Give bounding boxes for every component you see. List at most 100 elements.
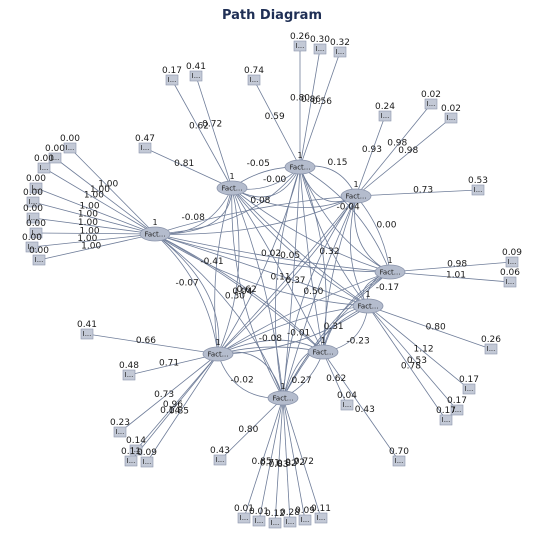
loading-value-i3: 1.00 [84, 191, 104, 201]
loading-edge-i15 [300, 49, 320, 167]
indicator-label-i17: I... [381, 112, 390, 120]
indicator-variance-i1: 0.00 [60, 134, 80, 144]
indicator-variance-i4: 0.00 [26, 174, 46, 184]
indicator-variance-i34: 0.11 [121, 447, 141, 457]
indicator-variance-i27: 0.04 [337, 391, 357, 401]
covariance-edge-f1-f2 [155, 188, 232, 234]
path-coefficient-5: 0.02 [261, 249, 281, 259]
structural-path-23 [283, 196, 356, 398]
indicator-variance-i10: 0.47 [135, 134, 155, 144]
indicator-variance-i6: 0.00 [23, 204, 43, 214]
loading-value-i24: 1.12 [414, 345, 434, 355]
path-coefficient-6: -0.07 [175, 278, 198, 288]
path-coefficient-19: 0.11 [271, 272, 291, 282]
loading-value-i10: 0.81 [174, 159, 194, 169]
loading-edge-i11 [172, 80, 232, 188]
factor-variance-f4: 1 [353, 180, 358, 189]
indicator-label-i34: I... [127, 457, 136, 465]
indicator-label-i13: I... [250, 76, 259, 84]
loading-value-i29: 0.66 [136, 336, 156, 346]
path-coefficient-11: -0.02 [230, 375, 253, 385]
factor-variance-f2: 1 [229, 172, 234, 181]
path-coefficient-3: -0.08 [182, 213, 206, 223]
indicator-variance-i22: 0.06 [500, 268, 520, 278]
indicator-label-i1: I... [66, 144, 75, 152]
loading-value-i31: 0.73 [154, 390, 174, 400]
path-coefficient-10: -0.23 [346, 336, 369, 346]
indicator-variance-i13: 0.74 [244, 66, 264, 76]
indicator-variance-i30: 0.48 [119, 361, 139, 371]
indicator-label-i30: I... [125, 371, 134, 379]
path-coefficient-22: -0.04 [336, 203, 360, 213]
indicator-variance-i24: 0.17 [459, 375, 479, 385]
loading-value-i23: 0.80 [426, 323, 446, 333]
path-coefficient-17: 0.31 [324, 322, 344, 332]
indicator-variance-i28: 0.70 [389, 447, 409, 457]
indicator-label-i10: I... [141, 144, 150, 152]
loading-value-i34: 0.14 [160, 406, 180, 416]
indicator-variance-i20: 0.53 [468, 176, 488, 186]
covariance-edge-f4-f9 [283, 196, 356, 398]
indicator-label-i23: I... [487, 345, 496, 353]
indicator-label-i3: I... [40, 164, 49, 172]
loading-value-i26: 0.78 [401, 362, 421, 372]
indicator-variance-i32: 0.14 [126, 436, 146, 446]
indicator-variance-i2: 0.00 [45, 144, 65, 154]
factor-variance-f1: 1 [152, 218, 157, 227]
indicator-variance-i12: 0.41 [186, 62, 206, 72]
indicator-label-i36: I... [240, 514, 249, 522]
path-coefficient-13: -0.41 [200, 257, 223, 267]
indicator-variance-i9: 0.00 [29, 246, 49, 256]
factor-label-f6: Fact... [358, 303, 379, 311]
indicator-variance-i18: 0.02 [421, 90, 441, 100]
loading-value-i9: 1.00 [81, 241, 101, 251]
loading-value-i22: 1.01 [446, 271, 466, 281]
indicator-variance-i26: 0.17 [436, 406, 456, 416]
loading-value-i35: 0.80 [238, 425, 258, 435]
indicator-variance-i5: 0.00 [23, 188, 43, 198]
factor-variance-f7: 1 [320, 336, 325, 345]
indicator-label-i26: I... [442, 416, 451, 424]
loading-value-i12: 0.72 [202, 119, 222, 129]
indicator-label-i29: I... [83, 330, 92, 338]
indicator-variance-i19: 0.02 [441, 104, 461, 114]
indicator-variance-i3: 0.00 [34, 154, 54, 164]
indicator-variance-i21: 0.09 [502, 248, 522, 258]
indicator-label-i40: I... [301, 516, 310, 524]
indicator-label-i20: I... [474, 186, 483, 194]
indicator-variance-i7: 0.00 [26, 219, 46, 229]
path-coefficient-4: 0.08 [250, 196, 270, 206]
factor-label-f8: Fact... [208, 351, 229, 359]
indicator-label-i31: I... [116, 428, 125, 436]
loading-value-i30: 0.71 [159, 359, 179, 369]
path-coefficient-14: 0.32 [319, 247, 339, 257]
factor-label-f7: Fact... [313, 349, 334, 357]
indicator-label-i28: I... [395, 457, 404, 465]
factor-variance-f5: 1 [387, 256, 392, 265]
factor-variance-f6: 1 [365, 290, 370, 299]
indicator-label-i12: I... [192, 72, 201, 80]
path-coefficient-2: 0.15 [327, 158, 347, 168]
factor-label-f1: Fact... [145, 231, 166, 239]
factor-label-f5: Fact... [380, 269, 401, 277]
path-coefficient-20: 0.04 [232, 287, 252, 297]
factor-variance-f8: 1 [215, 338, 220, 347]
indicator-label-i21: I... [508, 258, 517, 266]
structural-path-3 [155, 188, 232, 234]
path-coefficient-9: -0.17 [376, 283, 399, 293]
indicator-variance-i15: 0.30 [310, 35, 330, 45]
loading-value-i13: 0.59 [265, 112, 285, 122]
path-coefficient-24: 0.27 [292, 376, 312, 386]
path-coefficient-1: -0.00 [263, 175, 287, 185]
path-coefficient-8: 0.00 [376, 221, 396, 231]
factor-label-f9: Fact... [273, 395, 294, 403]
indicator-label-i19: I... [447, 114, 456, 122]
indicator-label-i24: I... [465, 385, 474, 393]
indicator-variance-i16: 0.32 [330, 38, 350, 48]
indicator-label-i14: I... [296, 42, 305, 50]
covariance-edge-f4-f5 [355, 196, 390, 272]
indicator-label-i35: I... [216, 456, 225, 464]
diagram-title: Path Diagram [222, 8, 322, 23]
loading-value-i19: 0.98 [398, 146, 418, 156]
